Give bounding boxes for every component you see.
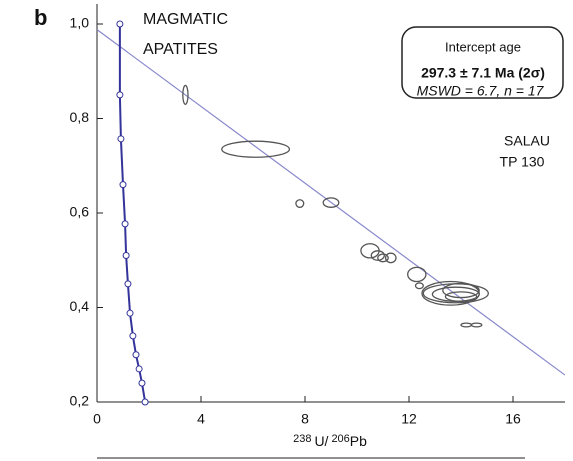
x-tick-label: 8: [301, 411, 309, 427]
error-ellipse: [384, 252, 397, 264]
error-ellipse: [470, 322, 483, 328]
error-ellipse: [182, 84, 189, 105]
sample-type: APATITES: [143, 41, 218, 58]
concordia-marker: [122, 252, 130, 260]
concordia-marker: [121, 220, 129, 228]
concordia-marker: [116, 20, 124, 28]
sample-type: MAGMATIC: [143, 11, 228, 28]
error-ellipse: [414, 282, 424, 290]
error-ellipse: [460, 322, 473, 328]
intercept-box: [401, 26, 564, 99]
error-ellipse: [407, 266, 427, 283]
error-ellipse: [221, 140, 291, 158]
concordia-marker: [135, 365, 143, 373]
error-ellipse: [322, 197, 340, 208]
box-title: Intercept age: [445, 39, 521, 54]
y-tick-label: 0,2: [70, 393, 90, 409]
sample-name: SALAU: [504, 133, 550, 149]
error-ellipse: [442, 282, 480, 299]
concordia-marker: [138, 379, 146, 387]
y-tick-label: 0,4: [70, 298, 90, 314]
panel-label: b: [34, 5, 47, 30]
x-tick-label: 12: [401, 411, 417, 427]
error-ellipse: [444, 291, 478, 303]
error-ellipse: [370, 250, 385, 261]
y-tick-label: 1,0: [70, 15, 90, 31]
x-tick-label: 0: [93, 411, 101, 427]
concordia-marker: [141, 398, 149, 406]
x-label-part: 206: [331, 433, 349, 445]
concordia-marker: [129, 332, 137, 340]
box-age: 297.3 ± 7.1 Ma (2σ): [421, 65, 545, 81]
x-label-part: Pb: [350, 433, 367, 449]
x-axis-label: 238 U/206Pb: [293, 433, 367, 449]
sample-name: TP 130: [500, 154, 545, 170]
concordia-marker: [117, 135, 125, 143]
concordia-marker: [116, 91, 124, 99]
concordia-marker: [126, 309, 134, 317]
concordia-curve: [118, 24, 147, 403]
concordia-marker: [132, 351, 140, 359]
x-label-part: U/: [314, 433, 328, 449]
regression-line: [96, 29, 566, 376]
concordia-marker: [124, 280, 132, 288]
x-label-part: 238: [293, 433, 311, 445]
error-ellipse: [295, 199, 305, 208]
concordia-marker: [119, 181, 127, 189]
box-stats: MSWD = 6.7, n = 17: [417, 83, 545, 99]
x-tick-label: 4: [197, 411, 205, 427]
y-tick-label: 0,6: [70, 204, 90, 220]
y-tick-label: 0,8: [70, 109, 90, 125]
x-tick-label: 16: [505, 411, 521, 427]
error-ellipse: [377, 253, 389, 263]
